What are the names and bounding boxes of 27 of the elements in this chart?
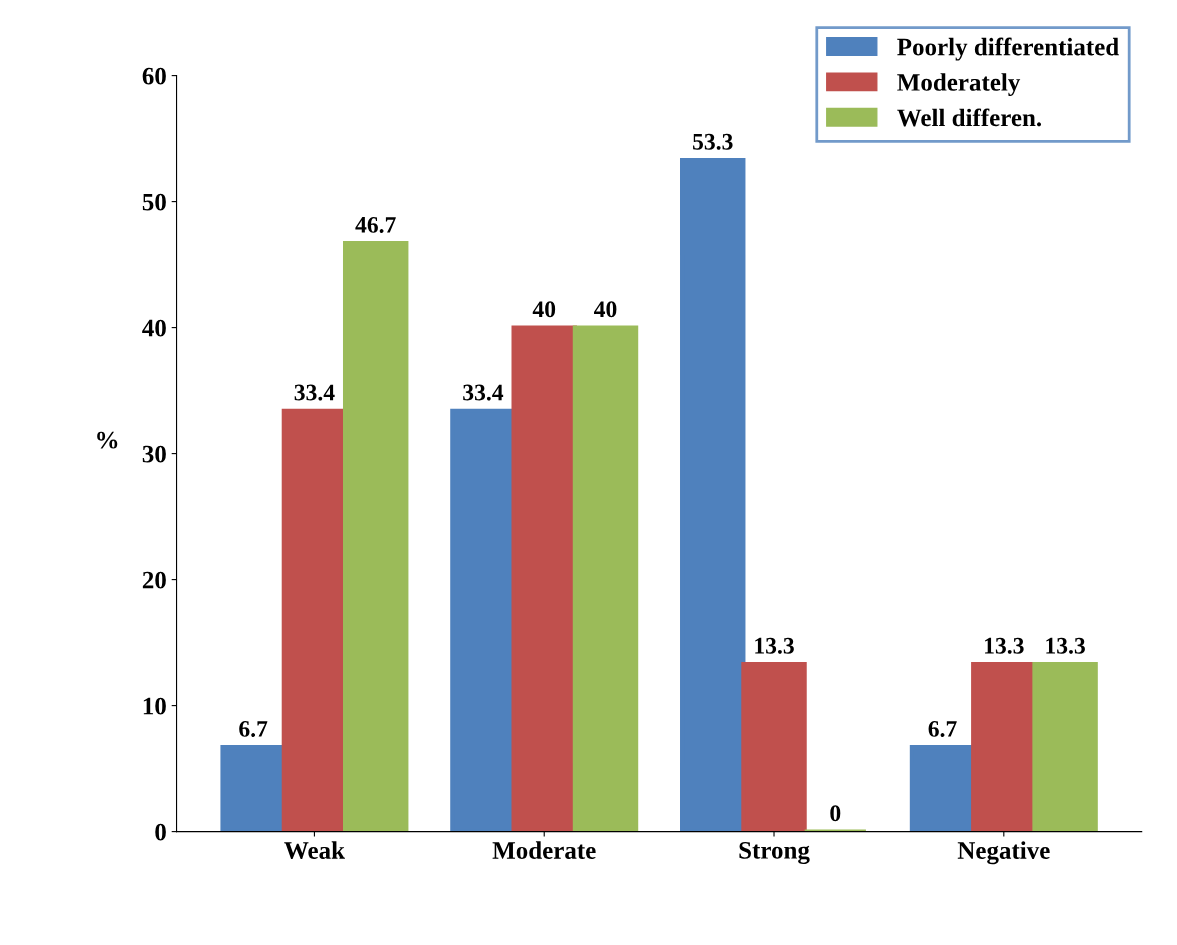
legend-label: Poorly differentiated (897, 37, 1119, 61)
y-tick-label: 60 (142, 67, 166, 85)
legend-label: Moderately (897, 73, 1021, 97)
data-label: 40 (532, 301, 556, 318)
data-label: 33.4 (294, 384, 335, 401)
data-label: 6.7 (928, 720, 957, 737)
y-tick-label: 0 (155, 823, 166, 841)
y-tick-label: 20 (142, 571, 166, 589)
x-tick-label: Weak (284, 841, 345, 860)
x-tick-label: Negative (957, 841, 1050, 865)
y-tick-label: 30 (142, 445, 166, 463)
y-tick-label: 10 (143, 697, 166, 715)
x-tick-label: Moderate (492, 841, 596, 859)
data-label: 0 (830, 805, 841, 822)
x-tick-label: Strong (739, 841, 810, 864)
data-label: 13.3 (1046, 637, 1085, 654)
legend-label: Well differen. (897, 108, 1042, 127)
data-label: 13.3 (755, 637, 794, 654)
data-label: 40 (594, 301, 617, 318)
data-label: 33.4 (463, 384, 504, 401)
data-label: 13.3 (985, 637, 1024, 654)
data-label: 46.7 (355, 216, 396, 233)
data-label: 6.7 (239, 720, 268, 737)
y-axis-title: % (97, 431, 118, 449)
data-label: 53.3 (693, 133, 733, 150)
y-tick-label: 50 (142, 193, 166, 211)
y-tick-label: 40 (142, 319, 166, 337)
